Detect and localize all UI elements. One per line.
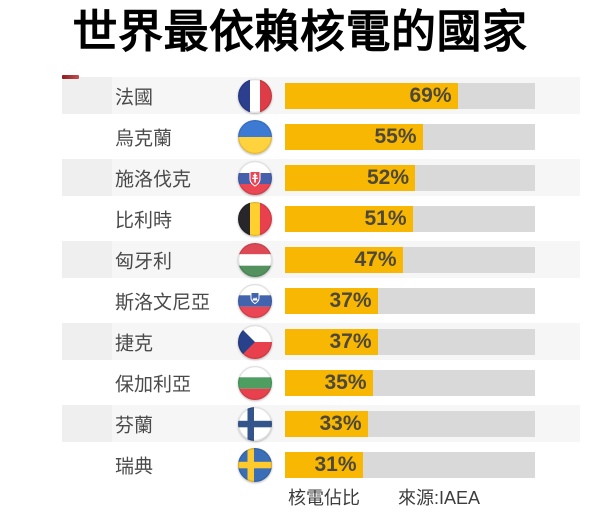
country-label: 施洛伐克 [115, 169, 192, 190]
bar-fill: 37% [285, 287, 378, 314]
bar-fill: 51% [285, 205, 413, 232]
country-label: 芬蘭 [115, 415, 154, 436]
chart-title: 世界最依賴核電的國家 [72, 6, 528, 57]
bar-value-label: 69% [409, 83, 452, 107]
france-flag-icon [238, 78, 272, 113]
slovenia-flag-icon [238, 283, 272, 318]
bar-value-label: 51% [364, 206, 407, 230]
bar-fill: 69% [285, 82, 458, 109]
slovakia-flag-icon [238, 160, 272, 195]
source-label: 來源:IAEA [398, 488, 481, 508]
country-label: 保加利亞 [115, 374, 192, 395]
bar-value-label: 33% [319, 411, 362, 435]
row-left-block [62, 405, 112, 442]
country-label: 瑞典 [115, 456, 154, 477]
bar-fill: 47% [285, 246, 403, 273]
sweden-flag-icon [238, 447, 272, 482]
country-label: 法國 [115, 87, 154, 108]
bar-value-label: 31% [314, 452, 357, 476]
x-axis-label: 核電佔比 [288, 488, 360, 508]
bar-value-label: 35% [324, 370, 367, 394]
chart-row: 捷克 37% [0, 321, 600, 362]
bar-fill: 52% [285, 164, 415, 191]
bar-fill: 33% [285, 410, 368, 437]
bar-value-label: 55% [374, 124, 417, 148]
bar-value-label: 37% [329, 329, 372, 353]
bar-rows: 法國 69% 烏克蘭 55% 施洛伐克 52% [0, 75, 600, 485]
bar-value-label: 47% [354, 247, 397, 271]
country-label: 斯洛文尼亞 [115, 292, 211, 313]
chart-row: 烏克蘭 55% [0, 116, 600, 157]
chart-row: 比利時 51% [0, 198, 600, 239]
bar-value-label: 37% [329, 288, 372, 312]
chart-row: 匈牙利 47% [0, 239, 600, 280]
bar-fill: 55% [285, 123, 423, 150]
row-left-block [62, 323, 112, 360]
finland-flag-icon [238, 406, 272, 441]
red-mark [62, 75, 79, 79]
bulgaria-flag-icon [238, 365, 272, 400]
bar-track: 51% [285, 205, 535, 232]
chart-row: 瑞典 31% [0, 444, 600, 485]
czech-republic-flag-icon [238, 324, 272, 359]
chart-row: 芬蘭 33% [0, 403, 600, 444]
row-left-block [62, 77, 112, 114]
hungary-flag-icon [238, 242, 272, 277]
chart-row: 斯洛文尼亞 37% [0, 280, 600, 321]
country-label: 比利時 [115, 210, 173, 231]
bar-track: 33% [285, 410, 535, 437]
bar-fill: 31% [285, 451, 363, 478]
ukraine-flag-icon [238, 119, 272, 154]
row-left-block [62, 159, 112, 196]
bar-track: 69% [285, 82, 535, 109]
country-label: 烏克蘭 [115, 128, 173, 149]
bar-track: 52% [285, 164, 535, 191]
chart-row: 法國 69% [0, 75, 600, 116]
bar-track: 37% [285, 328, 535, 355]
bar-fill: 35% [285, 369, 373, 396]
belgium-flag-icon [238, 201, 272, 236]
bar-track: 55% [285, 123, 535, 150]
bar-track: 31% [285, 451, 535, 478]
row-left-block [62, 241, 112, 278]
bar-value-label: 52% [366, 165, 409, 189]
bar-track: 35% [285, 369, 535, 396]
chart-row: 施洛伐克 52% [0, 157, 600, 198]
bar-track: 47% [285, 246, 535, 273]
chart-row: 保加利亞 35% [0, 362, 600, 403]
bar-track: 37% [285, 287, 535, 314]
country-label: 捷克 [115, 333, 154, 354]
country-label: 匈牙利 [115, 251, 173, 272]
bar-fill: 37% [285, 328, 378, 355]
